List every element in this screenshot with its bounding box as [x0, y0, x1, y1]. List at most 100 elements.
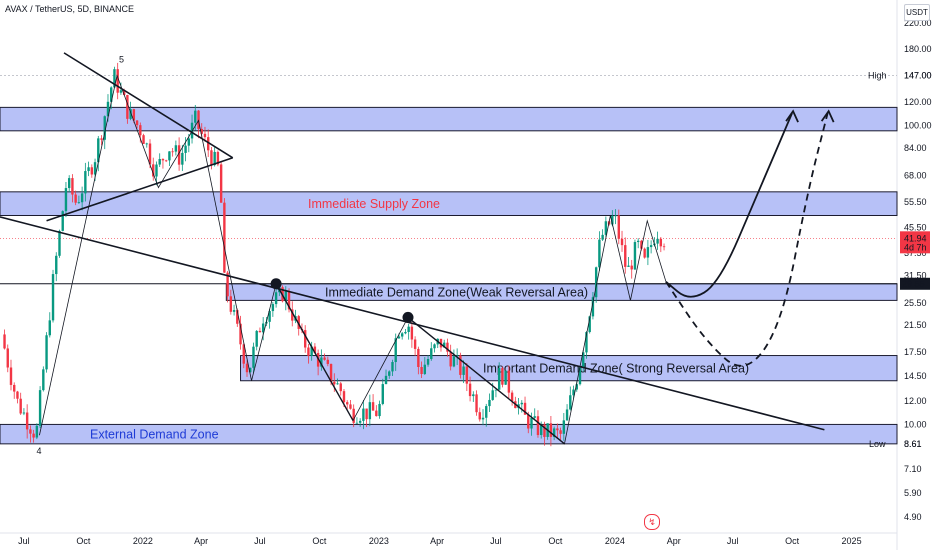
candle-body — [446, 342, 449, 352]
price-tick-label: 31.50 — [904, 270, 927, 280]
candle-body — [42, 369, 45, 391]
candle-body — [239, 323, 242, 345]
candle-body — [84, 171, 87, 194]
candle-body — [103, 116, 106, 140]
time-tick-label: Oct — [785, 536, 800, 546]
candle-body — [530, 417, 533, 429]
zone-label-1: Immediate Demand Zone(Weak Reversal Area… — [325, 286, 588, 300]
price-tick-label: 7.10 — [904, 464, 922, 474]
time-tick-label: Apr — [667, 536, 681, 546]
price-tick-label: 120.00 — [904, 97, 932, 107]
candle-body — [620, 238, 624, 246]
candle-body — [291, 309, 294, 321]
projection-dashed-path — [665, 112, 829, 367]
time-tick-label: Oct — [76, 536, 91, 546]
candle-body — [582, 352, 585, 368]
candle-body — [90, 167, 94, 175]
candle-body — [465, 366, 469, 384]
candle-body — [261, 323, 265, 333]
candle-body — [594, 267, 598, 298]
symbol-legend: AVAX / TetherUS, 5D, BINANCE — [5, 4, 135, 14]
candle-body — [355, 422, 359, 424]
candle-body — [13, 384, 16, 392]
candle-body — [455, 355, 459, 357]
candle-body — [520, 402, 524, 405]
pivot-marker-1 — [270, 278, 282, 290]
candle-body — [443, 342, 446, 348]
candle-body — [624, 245, 627, 267]
candle-body — [161, 158, 165, 161]
candle-body — [501, 368, 504, 385]
candle-body — [303, 330, 307, 348]
candle-body — [274, 292, 278, 305]
candle-body — [485, 406, 488, 418]
candle-body — [184, 145, 187, 153]
candle-body — [497, 368, 501, 390]
candle-body — [200, 128, 203, 134]
projection-solid-path — [665, 112, 793, 298]
wave-path-2 — [251, 215, 667, 445]
candle-body — [459, 355, 462, 375]
candle-body — [556, 428, 559, 431]
candle-body — [630, 265, 633, 270]
candle-body — [307, 347, 310, 356]
candle-body — [352, 408, 355, 423]
candle-body — [313, 346, 317, 353]
candle-body — [142, 135, 145, 144]
candle-body — [77, 202, 81, 204]
candle-body — [38, 390, 42, 426]
triangle-lower-trendline — [46, 157, 234, 222]
last-price-countdown: 4d 7h — [904, 242, 927, 252]
candle-body — [510, 392, 514, 402]
candle-body — [491, 390, 494, 400]
tradingview-logo-icon[interactable]: ↯ — [644, 514, 660, 530]
candle-body — [339, 383, 342, 392]
candle-body — [397, 336, 401, 339]
projection-dashed-arrowhead — [820, 109, 835, 123]
candle-body — [400, 333, 404, 337]
candle-body — [164, 160, 168, 162]
candle-body — [633, 242, 637, 270]
candle-body — [135, 120, 139, 126]
candle-body — [578, 367, 582, 385]
candle-body — [349, 404, 352, 409]
candle-body — [533, 416, 536, 418]
projection-solid-arrowhead — [785, 109, 799, 123]
candle-body — [604, 221, 608, 235]
wave-leg-c — [407, 316, 565, 445]
wave-label-5: 5 — [119, 55, 124, 65]
candle-body — [585, 332, 588, 353]
candle-body — [640, 240, 643, 249]
candle-body — [617, 215, 620, 239]
pivot-marker-2 — [402, 311, 414, 323]
candle-body — [378, 403, 381, 417]
candle-body — [423, 364, 427, 375]
candle-body — [74, 194, 77, 203]
candle-body — [433, 344, 436, 349]
candle-body — [61, 211, 64, 231]
candle-body — [426, 358, 430, 365]
candle-body — [549, 423, 553, 437]
candle-body — [368, 402, 372, 420]
price-tick-label: 55.50 — [904, 197, 927, 207]
price-tick-label: 84.00 — [904, 143, 927, 153]
level-tag-bg — [900, 277, 930, 290]
candle-body — [527, 414, 530, 429]
candle-body — [468, 383, 472, 397]
candle-body — [540, 424, 543, 436]
candle-body — [611, 215, 614, 225]
quote-currency-button[interactable]: USDT — [904, 4, 930, 21]
price-tick-label: 25.50 — [904, 298, 927, 308]
candle-body — [636, 240, 640, 243]
candle-body — [122, 90, 126, 95]
candle-body — [326, 359, 330, 364]
price-tick-label: 8.61 — [904, 439, 922, 449]
candle-body — [3, 334, 6, 349]
candle-body — [171, 151, 174, 153]
candle-body — [19, 398, 22, 414]
candle-body — [452, 356, 456, 367]
candle-body — [255, 330, 258, 347]
price-tick-label: 14.50 — [904, 371, 927, 381]
price-tick-label: 147.00 — [904, 71, 932, 81]
